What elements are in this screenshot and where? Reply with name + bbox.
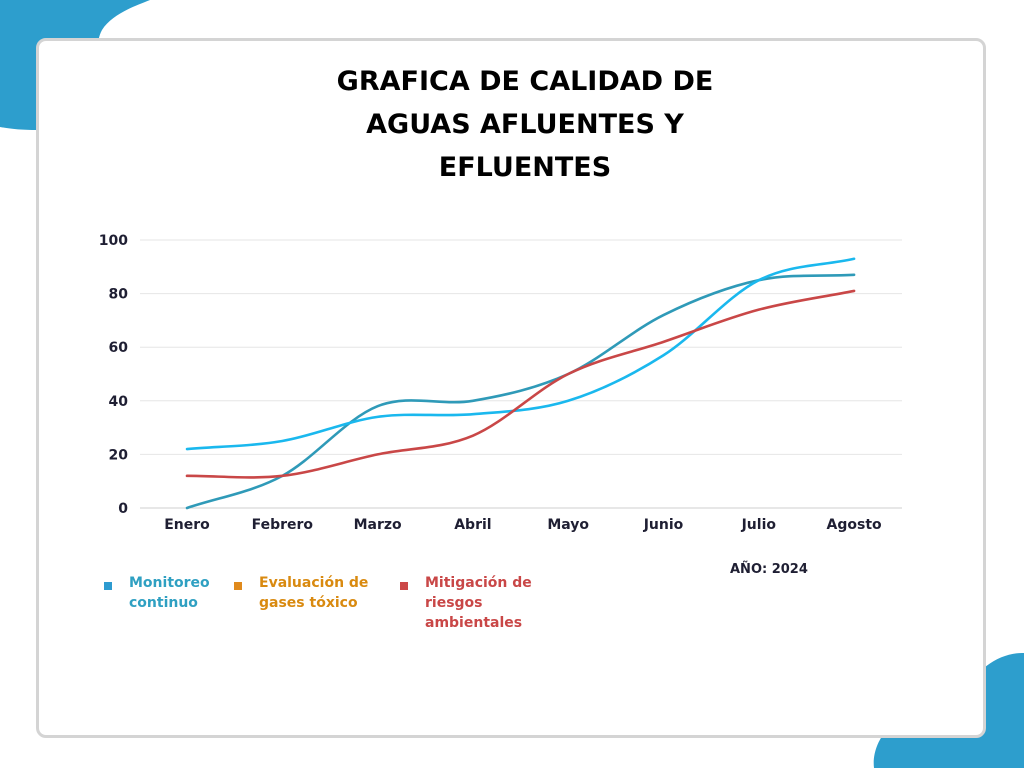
x-tick-label: Febrero <box>252 517 314 533</box>
title-line-2: AGUAS AFLUENTES Y <box>366 109 684 140</box>
legend-label: Evaluación de gases tóxico <box>259 573 368 613</box>
legend-label-line: Monitoreo <box>129 575 210 591</box>
chart-title: GRAFICA DE CALIDAD DE AGUAS AFLUENTES Y … <box>0 60 1024 189</box>
legend-marker <box>104 582 112 590</box>
x-tick-label: Mayo <box>547 517 589 533</box>
x-tick-label: Marzo <box>354 517 402 533</box>
x-tick-label: Agosto <box>827 517 883 533</box>
y-tick-label: 60 <box>109 340 129 356</box>
legend-marker <box>234 582 242 590</box>
chart-card <box>36 38 986 738</box>
y-axis-ticks: 0 20 40 60 80 100 <box>99 233 128 517</box>
x-tick-label: Abril <box>454 517 491 533</box>
gridlines <box>140 239 902 509</box>
y-tick-label: 40 <box>109 394 129 410</box>
title-line-3: EFLUENTES <box>438 152 612 183</box>
series-line-3 <box>185 289 856 479</box>
series-lines <box>185 257 856 510</box>
y-tick-label: 100 <box>99 233 128 249</box>
legend-label: Monitoreo continuo <box>129 573 210 613</box>
series-line-2 <box>185 257 856 451</box>
x-tick-label: Junio <box>643 517 684 533</box>
legend-label-line: gases tóxico <box>259 595 358 611</box>
legend-label-line: Evaluación de <box>259 575 369 591</box>
x-tick-label: Enero <box>164 517 210 533</box>
x-axis-ticks: Enero Febrero Marzo Abril Mayo Junio Julio Agos… <box>164 517 882 533</box>
legend-label-line: riesgos <box>425 595 483 611</box>
legend-marker <box>400 582 408 590</box>
legend-label-line: ambientales <box>425 615 523 631</box>
y-tick-label: 0 <box>118 501 128 517</box>
y-tick-label: 20 <box>109 447 129 463</box>
y-tick-label: 80 <box>109 287 129 303</box>
title-line-1: GRAFICA DE CALIDAD DE <box>336 66 714 97</box>
series-line-1 <box>185 273 856 510</box>
legend-label: Mitigación de riesgos ambientales <box>425 573 532 633</box>
legend-label-line: continuo <box>129 595 198 611</box>
legend-label-line: Mitigación de <box>425 575 532 591</box>
x-tick-label: Julio <box>741 517 777 533</box>
year-label: AÑO: 2024 <box>730 562 808 577</box>
